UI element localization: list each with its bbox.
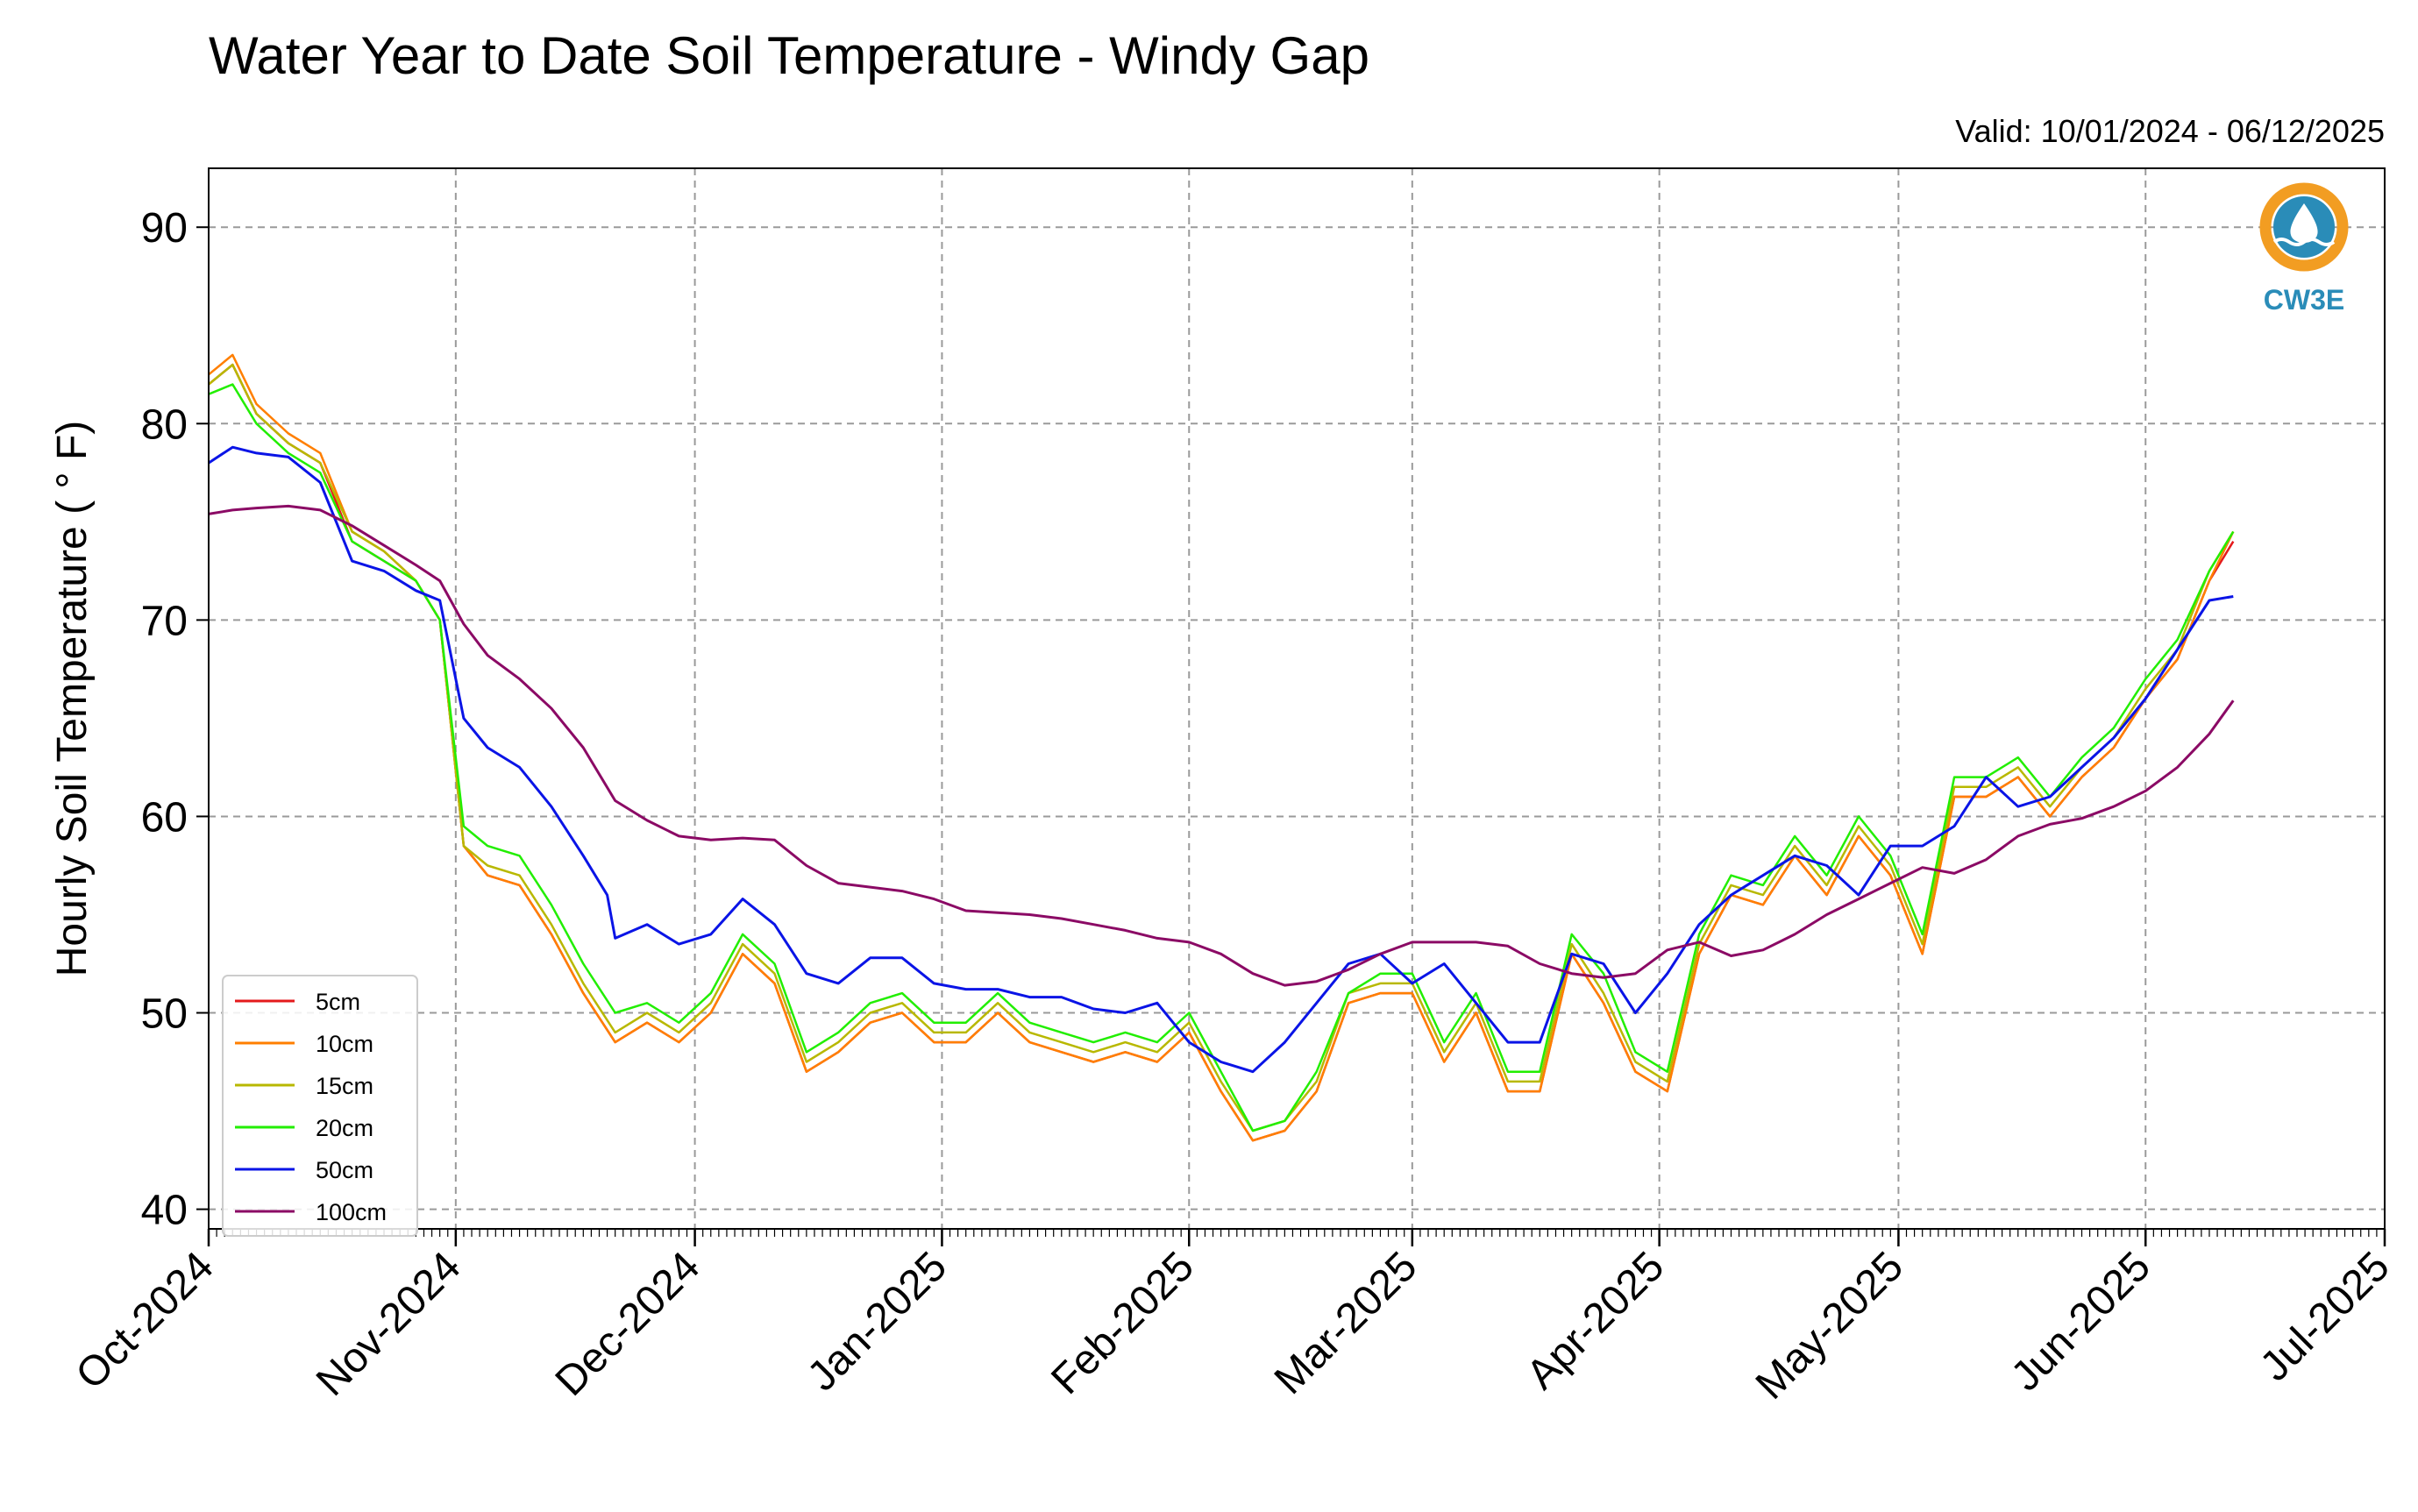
x-tick-label: Jun-2025 [2002, 1243, 2159, 1400]
y-tick-label: 70 [141, 598, 188, 644]
legend-label-10cm: 10cm [316, 1031, 373, 1057]
y-tick-label: 80 [141, 401, 188, 448]
series-line-20cm [208, 383, 2235, 1132]
logo-ring [2259, 182, 2349, 272]
water-drop-icon [2290, 203, 2318, 243]
x-tick-label: Mar-2025 [1266, 1243, 1426, 1403]
series-line-50cm [208, 445, 2234, 1074]
y-tick-label: 40 [141, 1188, 188, 1234]
legend-box [222, 975, 418, 1237]
series-line-10cm [208, 353, 2235, 1142]
y-tick-label: 60 [141, 794, 188, 841]
x-axis-ticks: Oct-2024 Nov-2024 Dec-2024 Jan-2025 Feb-2025… [68, 1229, 2399, 1409]
legend: 5cm 10cm 15cm 20cm 50cm 100cm [222, 975, 418, 1237]
x-tick-label: Dec-2024 [547, 1243, 709, 1405]
wave-icon [2272, 238, 2336, 246]
legend-label-20cm: 20cm [316, 1115, 373, 1141]
legend-label-5cm: 5cm [316, 989, 360, 1015]
plot-frame [208, 167, 2386, 1230]
x-tick-label: Jan-2025 [799, 1243, 956, 1400]
y-tick-label: 90 [141, 205, 188, 252]
grid-lines [208, 168, 2386, 1229]
y-tick-label: 50 [141, 991, 188, 1038]
logo-text: CW3E [2264, 284, 2344, 316]
y-axis-label: Hourly Soil Temperature ( ° F) [49, 421, 96, 977]
x-tick-label: Feb-2025 [1042, 1243, 1203, 1403]
x-tick-label: Jul-2025 [2251, 1243, 2399, 1390]
valid-date-range: Valid: 10/01/2024 - 06/12/2025 [1955, 113, 2385, 149]
cw3e-logo: CW3E [2259, 182, 2349, 316]
x-tick-label: Nov-2024 [308, 1243, 470, 1405]
series-line-5cm [208, 363, 2235, 1142]
y-axis-ticks: 40 50 60 70 80 90 [141, 205, 209, 1234]
series-line-100cm [208, 504, 2235, 987]
legend-label-100cm: 100cm [316, 1199, 387, 1225]
x-tick-label: Apr-2025 [1518, 1243, 1673, 1398]
series-line-15cm [208, 363, 2235, 1132]
legend-label-15cm: 15cm [316, 1073, 373, 1099]
chart-title: Water Year to Date Soil Temperature - Wi… [209, 26, 1369, 85]
x-tick-label: Oct-2024 [68, 1243, 223, 1398]
x-tick-label: May-2025 [1747, 1243, 1912, 1408]
series-lines [208, 353, 2235, 1142]
legend-label-50cm: 50cm [316, 1157, 373, 1183]
